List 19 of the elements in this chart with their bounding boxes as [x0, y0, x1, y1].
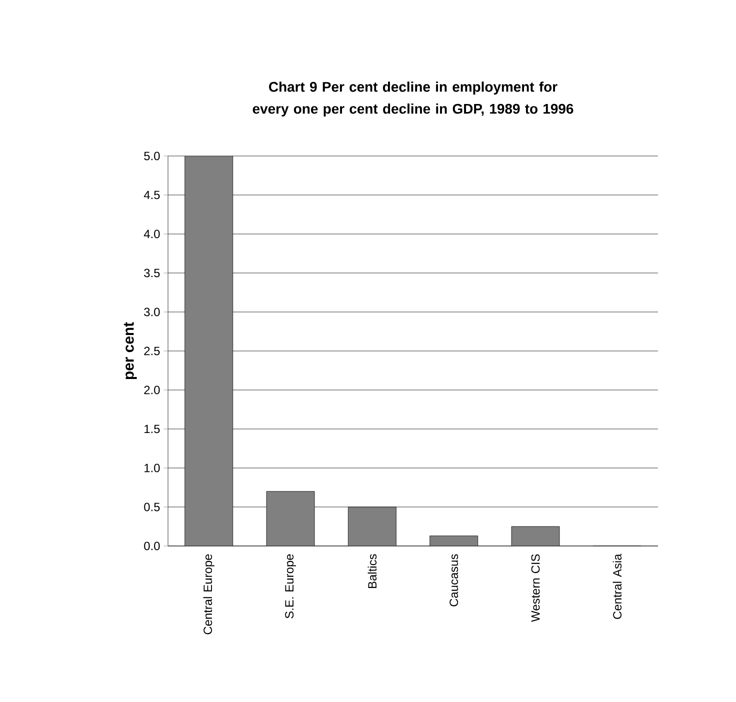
y-tick-label: 3.5 [144, 268, 160, 278]
y-axis-title: per cent [124, 322, 137, 380]
x-tick-label: Caucasus [450, 554, 458, 606]
y-tick-label: 1.5 [144, 424, 160, 434]
x-tick-label: Central Europe [203, 554, 214, 634]
y-tick-label: 3.0 [144, 308, 160, 316]
x-tick-label: Central Asia [612, 554, 622, 619]
y-tick-label: 0.5 [144, 502, 160, 512]
y-tick-label: 5.0 [144, 152, 160, 160]
x-tick-label: S.E. Europe [285, 554, 296, 618]
y-tick-label: 1.0 [144, 464, 160, 472]
x-tick-label: Western CIS [531, 554, 540, 622]
chart-title: Chart 9 Per cent decline in employment for every one per cent decline in GDP, 1989 to 1996 [252, 82, 574, 116]
y-tick-label: 2.5 [144, 346, 160, 356]
y-tick-label: 4.0 [144, 230, 160, 238]
x-tick-label: Baltics [368, 554, 377, 588]
y-tick-label: 2.0 [144, 386, 160, 394]
y-tick-label: 0.0 [144, 542, 160, 550]
y-tick-label: 4.5 [144, 190, 160, 200]
